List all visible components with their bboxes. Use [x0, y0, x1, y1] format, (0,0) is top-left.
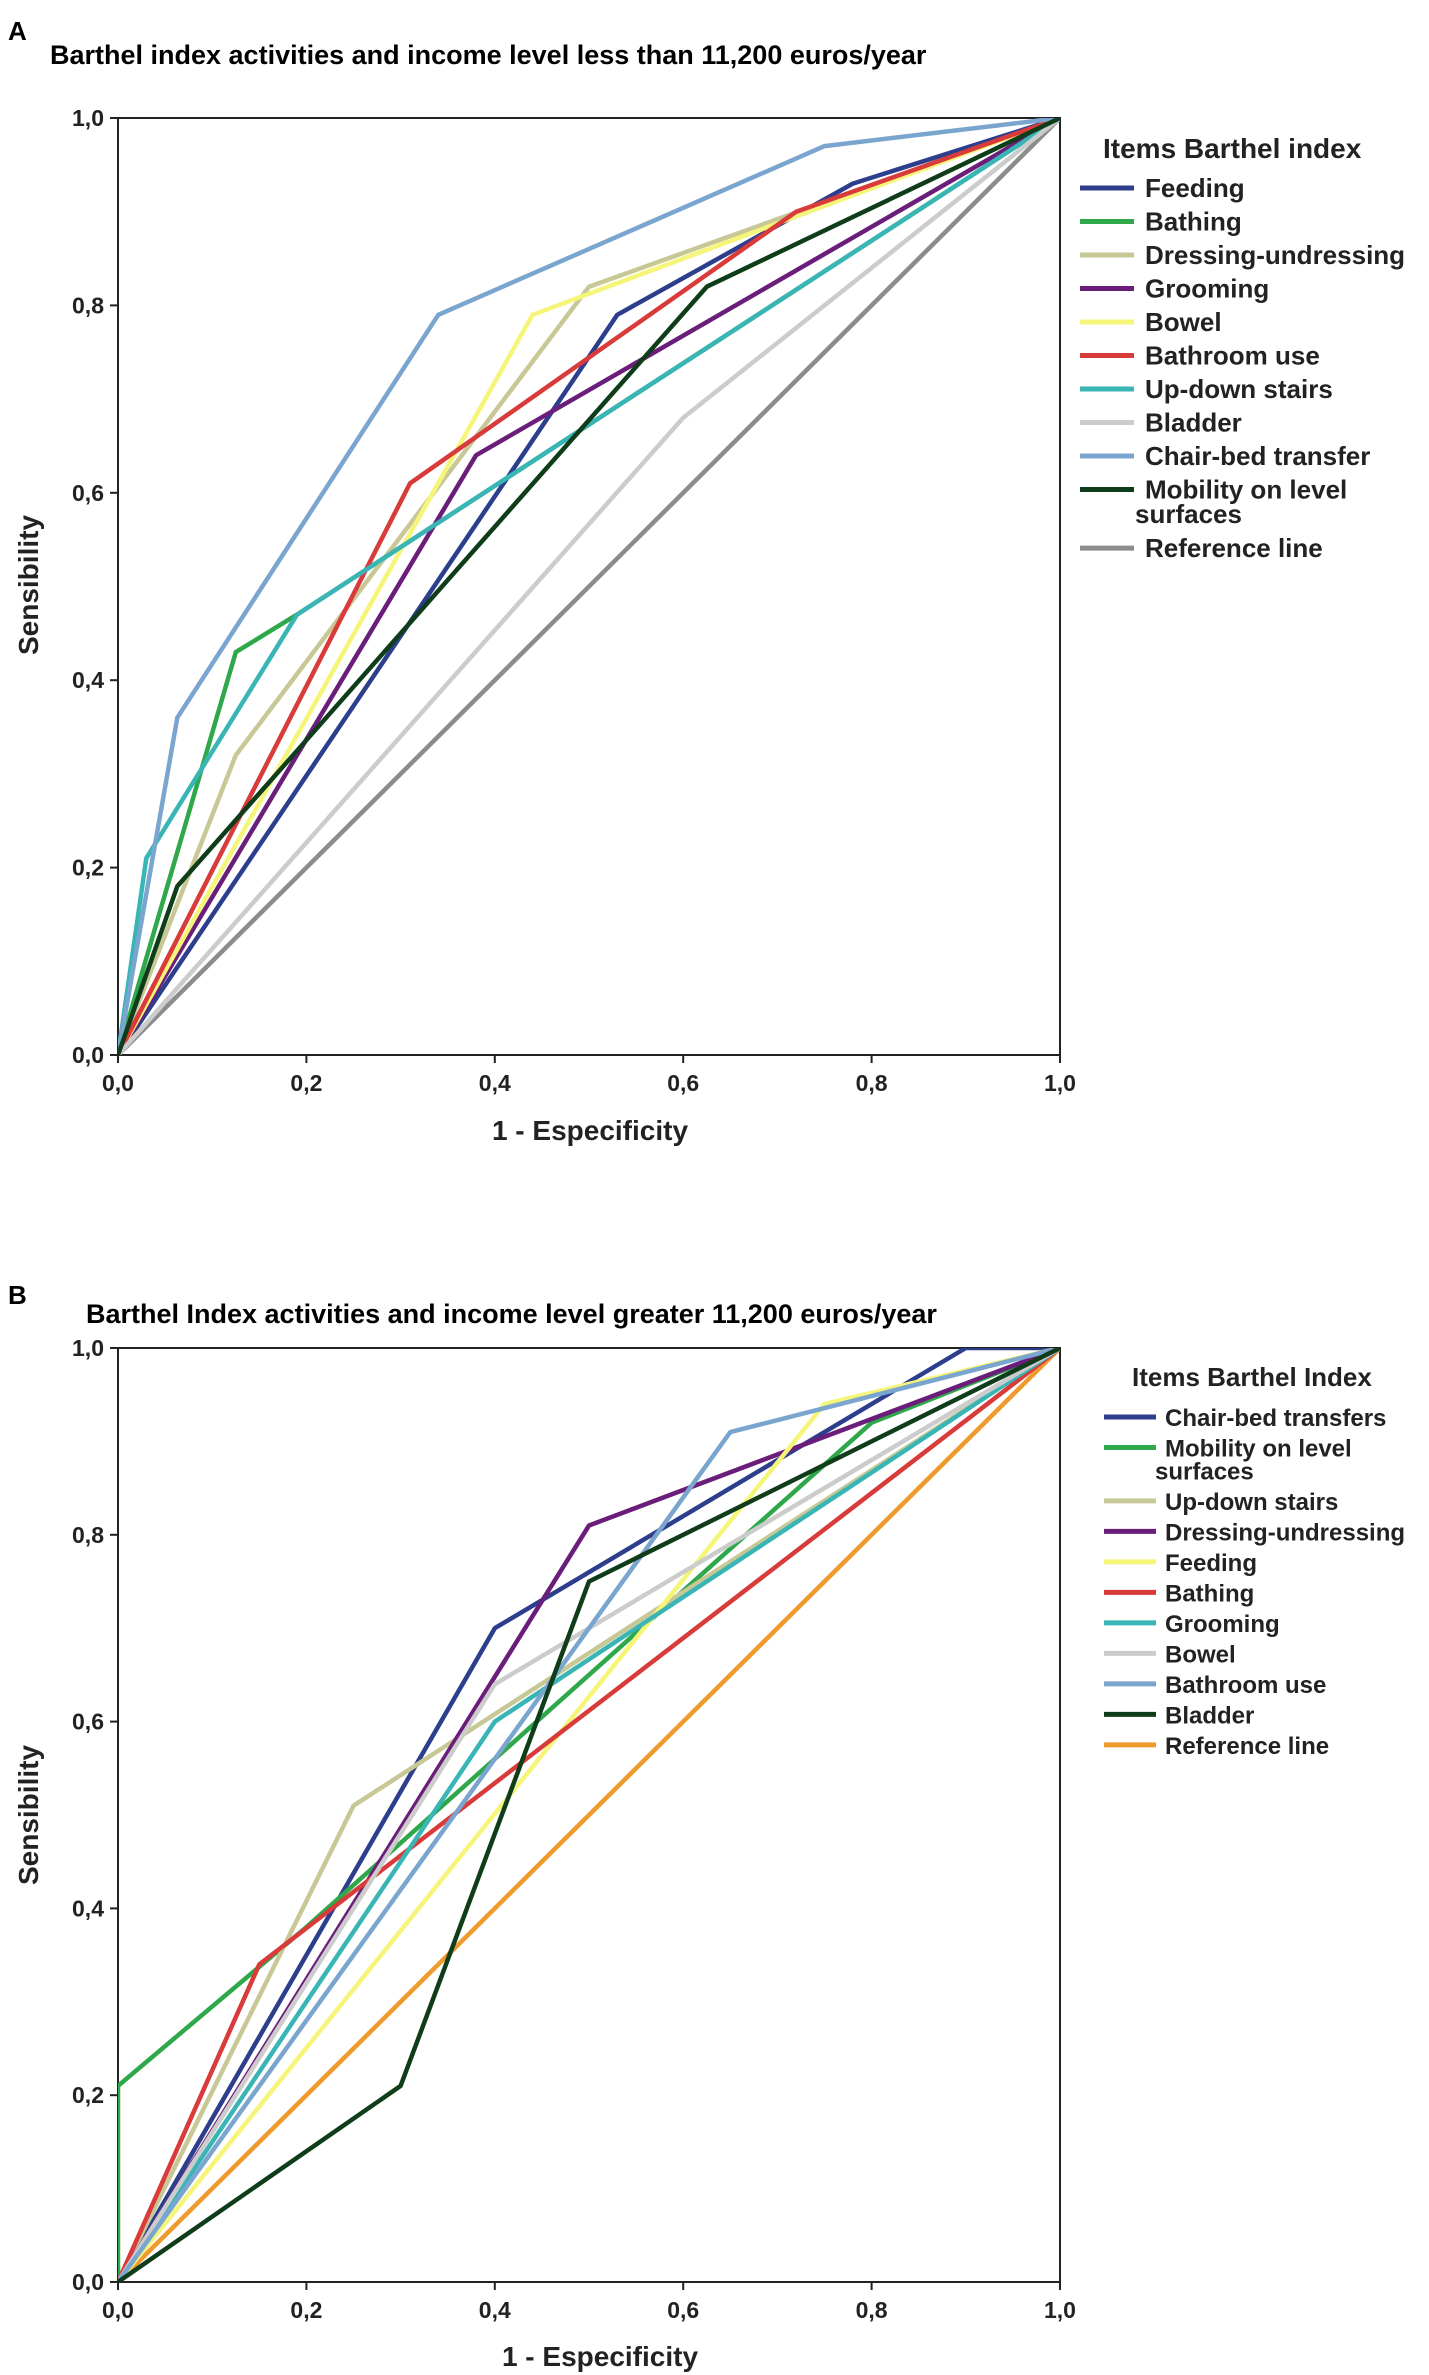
chart-title: Barthel index activities and income leve…: [50, 40, 927, 70]
x-tick-label: 0,6: [667, 1070, 699, 1096]
legend-label-bathroom-use: Bathroom use: [1145, 341, 1320, 371]
y-tick-label: 0,8: [72, 1522, 104, 1548]
y-tick-label: 1,0: [72, 105, 104, 131]
x-axis-label: 1 - Especificity: [492, 1115, 689, 1146]
panel-letter: A: [8, 16, 27, 46]
legend-label-bowel: Bowel: [1145, 307, 1222, 337]
legend-label-mobility-on-level-surfaces: Mobility on level surfaces: [1135, 475, 1347, 530]
y-axis-label: Sensibility: [13, 515, 44, 655]
y-axis-label: Sensibility: [13, 1745, 44, 1885]
y-tick-label: 1,0: [72, 1335, 104, 1361]
x-tick-label: 0,8: [856, 1070, 888, 1096]
legend-label-bathroom-use: Bathroom use: [1165, 1672, 1326, 1699]
y-tick-label: 0,6: [72, 480, 104, 506]
series-line-up-down-stairs: [118, 1348, 1060, 2282]
series-group: [118, 1348, 1060, 2282]
y-tick-label: 0,8: [72, 292, 104, 318]
series-line-bladder: [118, 118, 1060, 1055]
series-line-feeding: [118, 118, 1060, 1055]
x-tick-label: 0,4: [479, 1070, 511, 1096]
legend-label-bladder: Bladder: [1145, 408, 1242, 438]
x-tick-label: 0,2: [290, 1070, 322, 1096]
legend-label-up-down-stairs: Up-down stairs: [1165, 1489, 1338, 1516]
legend-label-bathing: Bathing: [1165, 1580, 1254, 1607]
x-tick-label: 0,8: [856, 2297, 888, 2323]
x-tick-label: 0,6: [667, 2297, 699, 2323]
legend: Items Barthel Index Chair-bed transfers Mo…: [1104, 1362, 1405, 1760]
legend-label-line: surfaces: [1155, 1458, 1254, 1485]
y-tick-label: 0,2: [72, 2082, 104, 2108]
chart-panel-A: A Barthel index activities and income lev…: [8, 16, 1405, 1146]
y-tick-label: 0,4: [72, 1895, 104, 1921]
legend-label-line: surfaces: [1135, 499, 1242, 529]
series-line-bowel: [118, 1348, 1060, 2282]
x-tick-label: 1,0: [1044, 1070, 1076, 1096]
series-line-grooming: [118, 118, 1060, 1055]
series-group: [118, 118, 1060, 1055]
legend-label-line: Mobility on level: [1145, 475, 1347, 505]
legend-label-bladder: Bladder: [1165, 1702, 1254, 1729]
series-line-bathing: [118, 1348, 1060, 2282]
x-tick-label: 0,0: [102, 1070, 134, 1096]
series-line-reference-line: [118, 118, 1060, 1055]
legend-label-bathing: Bathing: [1145, 207, 1242, 237]
series-line-chair-bed-transfer: [118, 118, 1060, 1055]
legend-label-grooming: Grooming: [1145, 274, 1269, 304]
chart-title: Barthel Index activities and income leve…: [86, 1299, 937, 1329]
legend-label-dressing-undressing: Dressing-undressing: [1145, 240, 1405, 270]
series-line-bladder: [118, 1348, 1060, 2282]
x-tick-label: 0,0: [102, 2297, 134, 2323]
legend-title: Items Barthel index: [1103, 133, 1362, 164]
series-line-bowel: [118, 118, 1060, 1055]
series-line-grooming: [118, 1348, 1060, 2282]
series-line-bathroom-use: [118, 118, 1060, 1055]
panel-letter: B: [8, 1280, 27, 1310]
legend-label-line: Mobility on level: [1165, 1436, 1352, 1463]
y-tick-label: 0,0: [72, 2269, 104, 2295]
legend-label-grooming: Grooming: [1165, 1611, 1280, 1638]
legend-label-dressing-undressing: Dressing-undressing: [1165, 1519, 1405, 1546]
legend-label-bowel: Bowel: [1165, 1641, 1236, 1668]
legend: Items Barthel index Feeding BathingDressin…: [1080, 133, 1405, 563]
legend-label-up-down-stairs: Up-down stairs: [1145, 374, 1333, 404]
legend-label-feeding: Feeding: [1165, 1550, 1257, 1577]
legend-label-reference-line: Reference line: [1145, 533, 1323, 563]
y-tick-label: 0,4: [72, 667, 104, 693]
x-tick-label: 0,2: [290, 2297, 322, 2323]
x-axis-label: 1 - Especificity: [502, 2341, 699, 2372]
legend-label-chair-bed-transfers: Chair-bed transfers: [1165, 1405, 1386, 1432]
legend-label-reference-line: Reference line: [1165, 1733, 1329, 1760]
chart-panel-B: B Barthel Index activities and income lev…: [8, 1280, 1405, 2372]
series-line-bathroom-use: [118, 1348, 1060, 2282]
y-tick-label: 0,6: [72, 1709, 104, 1735]
series-line-reference-line: [118, 1348, 1060, 2282]
x-tick-label: 0,4: [479, 2297, 511, 2323]
y-tick-label: 0,0: [72, 1042, 104, 1068]
y-tick-label: 0,2: [72, 855, 104, 881]
legend-label-chair-bed-transfer: Chair-bed transfer: [1145, 441, 1370, 471]
series-line-mobility-on-level-surfaces: [118, 118, 1060, 1055]
series-line-chair-bed-transfers: [118, 1348, 1060, 2282]
legend-title: Items Barthel Index: [1132, 1362, 1372, 1392]
legend-label-mobility-on-level-surfaces: Mobility on level surfaces: [1155, 1436, 1352, 1486]
x-tick-label: 1,0: [1044, 2297, 1076, 2323]
legend-label-feeding: Feeding: [1145, 173, 1245, 203]
series-line-up-down-stairs: [118, 118, 1060, 1055]
